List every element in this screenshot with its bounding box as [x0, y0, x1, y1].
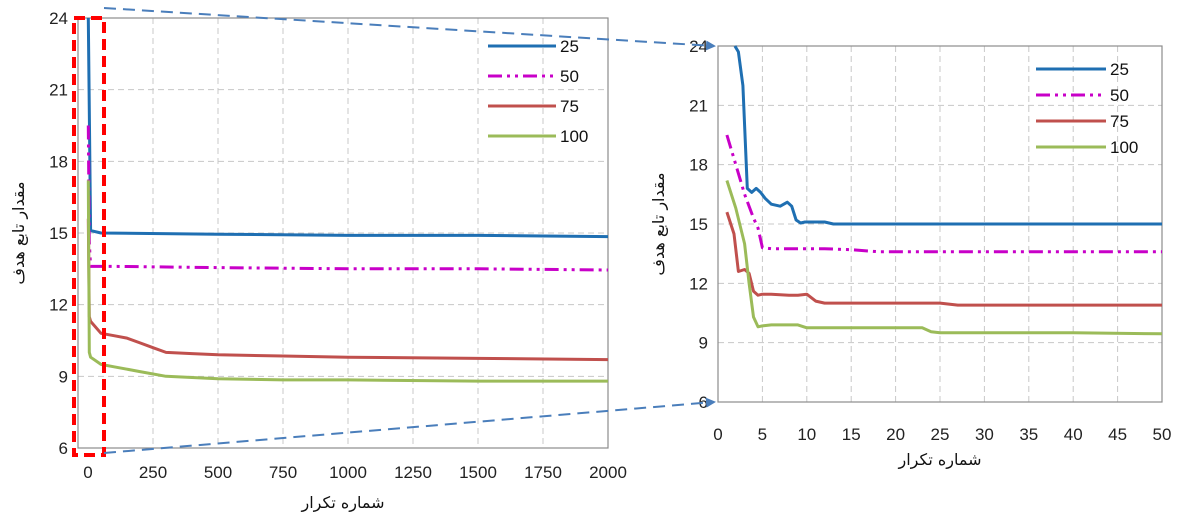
- x-axis-title: شماره تکرار: [300, 493, 384, 513]
- x-tick-label: 10: [797, 425, 816, 444]
- plot-frame: [77, 17, 609, 449]
- x-tick-label: 500: [204, 463, 232, 482]
- legend-label-50: 50: [1110, 86, 1129, 105]
- chart-panel-1: 6 9 12 15 18 21 24 0 250 500 750 1000 1250 1500 1750 20…: [9, 9, 627, 513]
- x-tick-label: 50: [1153, 425, 1172, 444]
- legend-label-50: 50: [560, 67, 579, 86]
- x-tick-label: 1500: [459, 463, 497, 482]
- chart-panel-2: 6 9 12 15 18 21 24 0 5 10 15 20 25 30 35 40 45 50 25 50 75 10…: [649, 37, 1171, 470]
- zoom-region-box: [72, 16, 106, 457]
- series-line-50: [86, 125, 609, 272]
- legend-label-100: 100: [1110, 138, 1138, 157]
- series-line-50: [725, 134, 1162, 254]
- y-tick-label: 6: [59, 439, 68, 458]
- x-tick-label: 45: [1108, 425, 1127, 444]
- y-tick-label: 21: [689, 96, 708, 115]
- x-tick-label: 25: [931, 425, 950, 444]
- x-tick-label: 0: [713, 425, 722, 444]
- x-tick-label: 30: [975, 425, 994, 444]
- x-tick-label: 250: [139, 463, 167, 482]
- y-tick-label: 12: [49, 296, 68, 315]
- series-line-75: [86, 218, 609, 362]
- y-axis-title: مقدار تابع هدف: [649, 172, 669, 275]
- legend-label-75: 75: [1110, 112, 1129, 131]
- legend-label-75: 75: [560, 97, 579, 116]
- y-tick-label: 15: [689, 215, 708, 234]
- x-tick-label: 750: [269, 463, 297, 482]
- y-tick-label: 21: [49, 81, 68, 100]
- x-tick-label: 15: [842, 425, 861, 444]
- legend-label-25: 25: [560, 37, 579, 56]
- legend-label-25: 25: [1110, 60, 1129, 79]
- y-tick-label: 18: [49, 152, 68, 171]
- y-tick-label: 24: [49, 9, 68, 28]
- x-tick-label: 0: [83, 463, 92, 482]
- y-tick-label: 24: [689, 37, 708, 56]
- x-tick-label: 40: [1064, 425, 1083, 444]
- x-tick-label: 2000: [589, 463, 627, 482]
- zoom-connector-bottom: [103, 397, 716, 454]
- y-tick-label: 6: [699, 393, 708, 412]
- y-tick-label: 9: [699, 334, 708, 353]
- zoom-connector-top: [103, 7, 716, 51]
- legend-label-100: 100: [560, 127, 588, 146]
- x-tick-label: 1250: [394, 463, 432, 482]
- series-line-100: [725, 180, 1163, 336]
- series-line-75: [725, 211, 1162, 307]
- x-tick-label: 35: [1019, 425, 1038, 444]
- y-tick-label: 18: [689, 156, 708, 175]
- x-tick-label: 1000: [329, 463, 367, 482]
- x-tick-label: 5: [758, 425, 767, 444]
- series-line-100: [86, 180, 608, 383]
- x-tick-label: 20: [886, 425, 905, 444]
- y-tick-label: 15: [49, 224, 68, 243]
- zoom-annotation: [72, 7, 716, 457]
- y-axis-title: مقدار تابع هدف: [9, 181, 29, 284]
- x-axis-title: شماره تکرار: [897, 450, 981, 470]
- x-tick-label: 1750: [524, 463, 562, 482]
- y-tick-label: 9: [59, 367, 68, 386]
- y-tick-label: 12: [689, 274, 708, 293]
- series-line-25: [733, 45, 1162, 226]
